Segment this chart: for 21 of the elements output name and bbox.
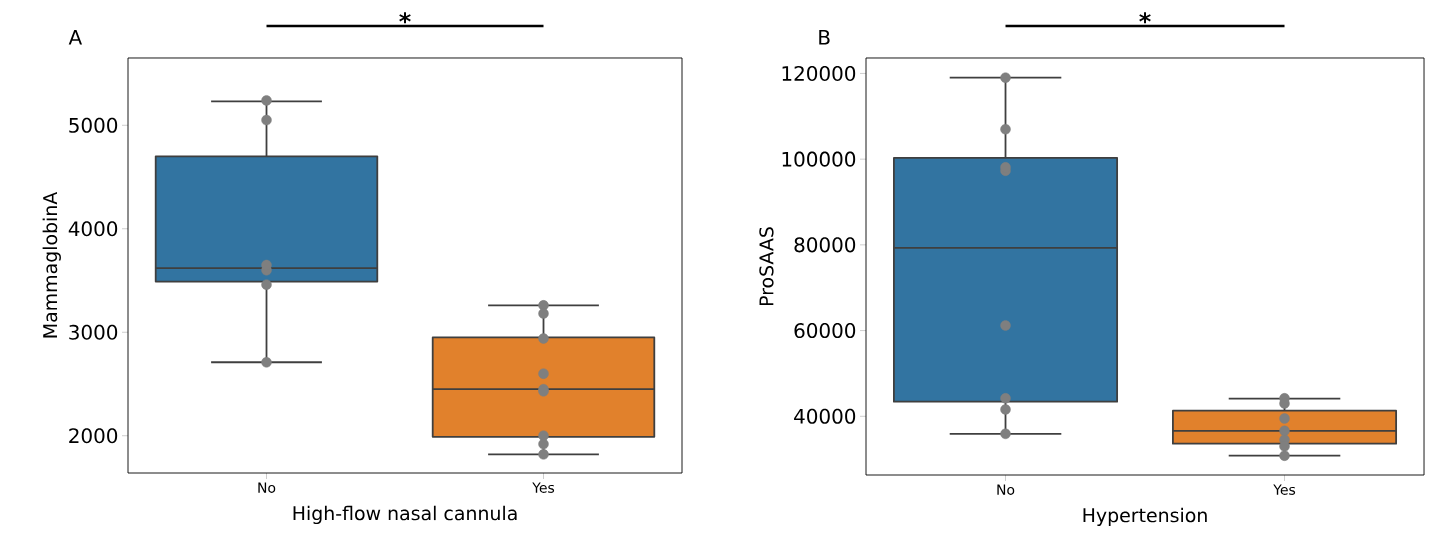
y-tick-label: 2000: [69, 428, 118, 444]
x-tick-label: Yes: [1273, 484, 1296, 495]
x-axis-title: Hypertension: [1083, 507, 1207, 527]
y-tick-label: 4000: [68, 221, 118, 237]
y-axis-title: ProSAAS: [759, 227, 774, 306]
y-tick-label: 40000: [794, 408, 856, 424]
x-tick-label: No: [997, 484, 1015, 495]
x-tick-label: No: [258, 482, 276, 493]
x-axis-title: High-flow nasal cannula: [293, 505, 517, 525]
chart-title: A: [68, 29, 83, 45]
x-tick-label: Yes: [532, 482, 555, 493]
text: *: [1139, 12, 1151, 24]
y-tick-label: 3000: [69, 324, 118, 340]
y-tick-label: 120000: [782, 65, 856, 81]
y-tick-label: 5000: [69, 117, 118, 133]
y-tick-label: 100000: [782, 151, 856, 167]
chart-title: B: [819, 29, 830, 45]
y-tick-label: 80000: [794, 237, 856, 253]
y-tick-label: 60000: [794, 323, 856, 339]
text: *: [399, 12, 411, 24]
y-axis-title: MammaglobinA: [42, 191, 61, 338]
